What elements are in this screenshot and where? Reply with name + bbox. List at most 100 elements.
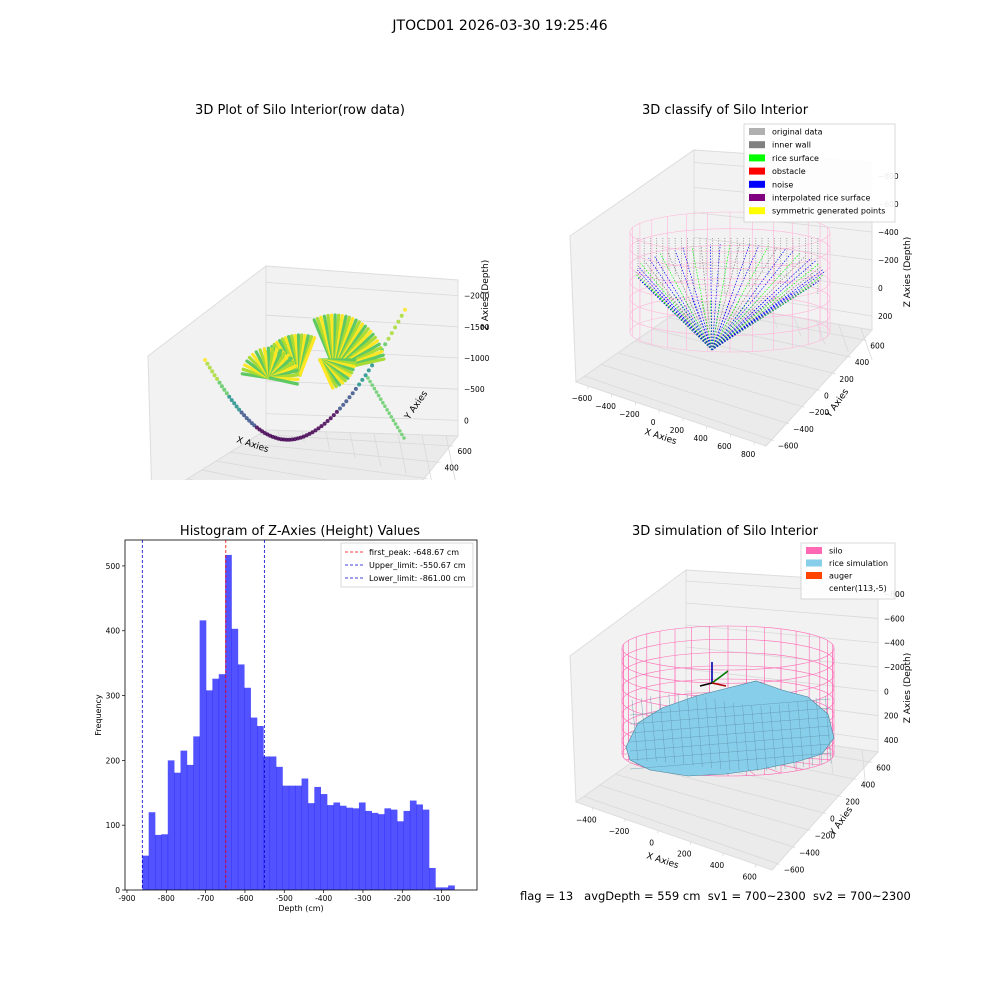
legend-label: auger — [829, 572, 853, 581]
data-point — [385, 408, 389, 412]
mesh-line — [629, 725, 831, 743]
data-point — [347, 395, 352, 400]
grid-line-y — [685, 305, 867, 341]
y-tick-label: 200 — [839, 375, 854, 384]
data-point — [363, 373, 368, 378]
grid-line-y — [216, 460, 330, 480]
classified-ray — [711, 295, 778, 351]
classified-ray — [640, 263, 713, 351]
mesh-line — [677, 693, 685, 765]
y-tick-label: 300 — [106, 692, 121, 701]
data-point — [389, 415, 394, 419]
sv2-text: sv2 = 700~2300 — [812, 889, 911, 903]
histogram-bar — [186, 764, 194, 890]
x-tick-label: -600 — [236, 894, 253, 903]
chart2-legend: original data inner wall rice surface obsta… — [743, 123, 896, 223]
histogram-bar — [250, 717, 258, 890]
grid-line-x-wall — [860, 327, 873, 361]
histogram-bar — [346, 807, 353, 890]
grid-line-z-wall — [685, 602, 879, 619]
grid-line-x-wall — [397, 434, 407, 475]
data-point — [338, 406, 342, 411]
histogram-bar — [352, 808, 360, 890]
grid-line-x-wall — [445, 435, 456, 480]
classified-ray — [643, 260, 713, 351]
chart4-rice-surface — [625, 680, 835, 777]
x-tick-label: −400 — [576, 816, 597, 825]
grid-line-y — [244, 442, 441, 463]
classified-ray — [637, 277, 713, 351]
data-point — [234, 404, 239, 409]
grid-line-y — [601, 364, 790, 425]
classified-ray — [710, 244, 713, 351]
mesh-line — [641, 697, 648, 762]
classified-ray — [711, 244, 741, 351]
data-point — [219, 384, 224, 389]
histogram-bar — [435, 887, 443, 890]
histogram-bar — [397, 821, 404, 890]
data-point — [372, 386, 377, 391]
z-tick-label: −500 — [464, 385, 485, 394]
data-point — [341, 402, 346, 407]
histogram-bar — [231, 628, 239, 890]
y-tick-label: 600 — [870, 341, 885, 350]
grid-line-x-wall — [793, 316, 802, 337]
grid-line-y — [201, 469, 253, 480]
data-point — [244, 416, 249, 421]
data-point — [322, 421, 327, 426]
y-tick-label: 600 — [458, 447, 473, 456]
y-tick-label: 400 — [106, 627, 121, 636]
histogram-bar — [365, 810, 372, 890]
flag-text: flag = 13 — [520, 889, 574, 903]
data-point — [227, 394, 232, 399]
data-point — [310, 430, 315, 435]
z-tick-label: 0 — [878, 284, 883, 293]
legend-label: center(113,-5) — [829, 584, 887, 593]
grid-line-x-wall — [861, 749, 867, 787]
data-point — [205, 361, 210, 366]
legend-swatch — [749, 128, 765, 135]
histogram-bar — [320, 794, 328, 890]
legend-label: Lower_limit: -861.00 cm — [369, 574, 466, 583]
data-point — [366, 368, 371, 373]
classified-ray — [711, 244, 721, 351]
grid-line-z-wall — [685, 624, 879, 644]
mesh-line — [659, 694, 666, 763]
x-tick-label: 800 — [741, 450, 756, 459]
data-point — [242, 413, 247, 418]
data-point — [370, 383, 375, 387]
data-point — [381, 400, 385, 405]
classified-ray — [666, 251, 713, 351]
avg-depth-text: avgDepth = 559 cm — [584, 889, 701, 903]
z-tick-label: −200 — [878, 256, 899, 265]
data-point — [399, 313, 404, 318]
data-point — [212, 373, 217, 378]
chart3-bars — [142, 554, 455, 890]
histogram-bar — [244, 687, 251, 890]
histogram-bar — [314, 786, 321, 890]
data-point — [268, 376, 299, 386]
chart2-plot: −600−400−2000200400600800−600−400−200020… — [569, 123, 913, 459]
classified-ray — [636, 268, 713, 351]
data-point — [247, 418, 252, 423]
x-tick-label: 400 — [710, 861, 725, 870]
data-point — [319, 424, 324, 429]
grid-line-z-wall — [265, 282, 459, 296]
data-point — [331, 413, 336, 418]
chart4-rice-mesh — [629, 693, 832, 772]
z-tick-label: −1500 — [464, 323, 490, 332]
x-tick-label: 200 — [670, 426, 685, 435]
mesh-line — [723, 701, 731, 771]
y-tick-label: 100 — [106, 821, 121, 830]
x-tick-label: -800 — [158, 894, 175, 903]
grid-line-x-wall — [325, 431, 331, 451]
mesh-line — [733, 702, 740, 771]
mesh-line — [629, 698, 831, 716]
histogram-bar — [295, 785, 302, 890]
y-tick-label: −200 — [815, 832, 836, 841]
data-point — [389, 331, 394, 336]
classified-ray — [711, 253, 801, 351]
grid-line-y — [583, 796, 780, 865]
y-tick-label: 400 — [861, 781, 876, 790]
histogram-bar — [378, 814, 385, 890]
